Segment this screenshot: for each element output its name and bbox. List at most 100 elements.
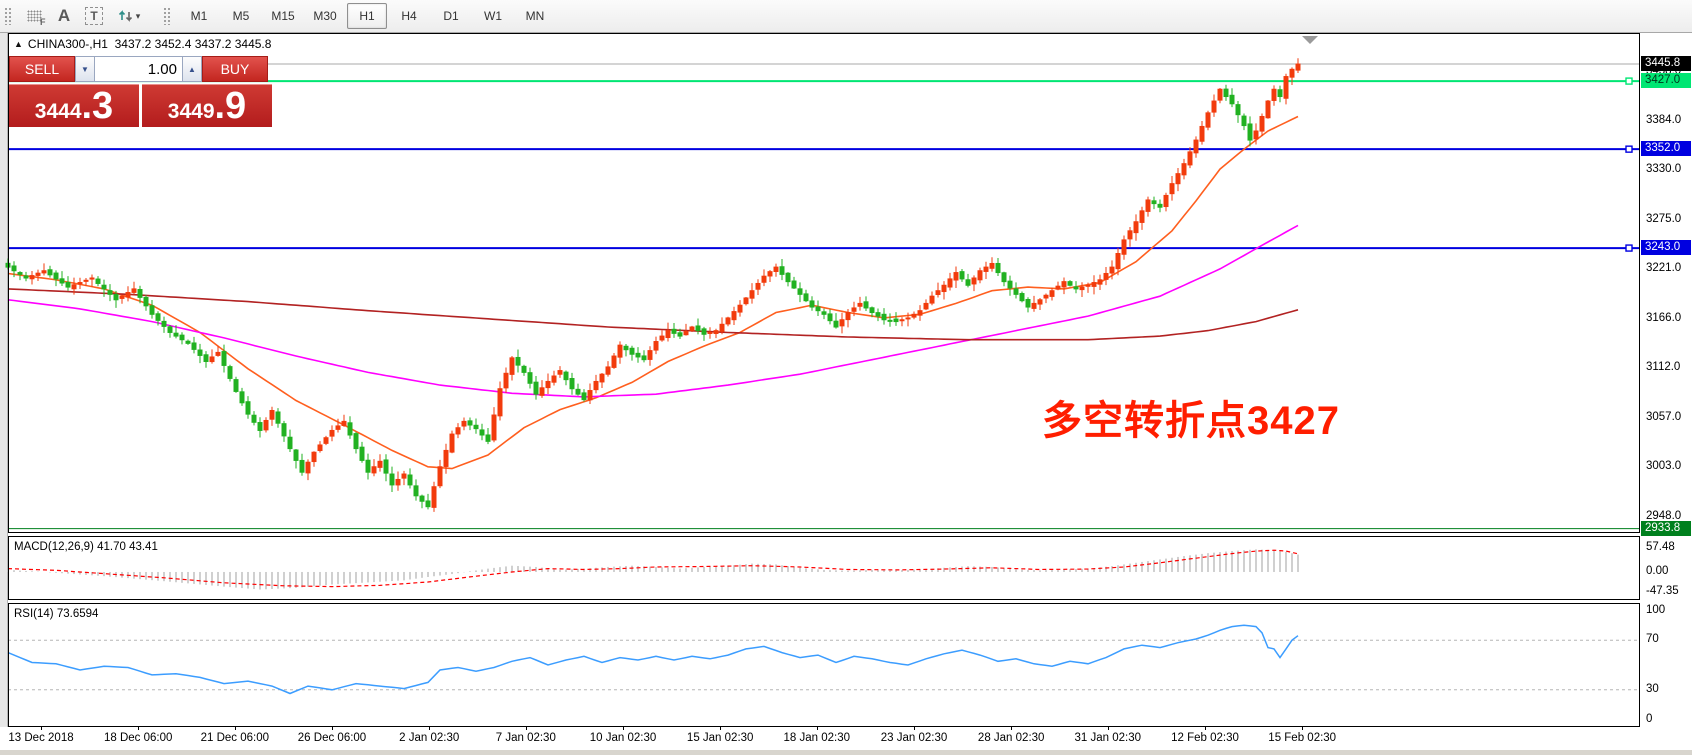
macd-tick-label: -47.35 [1646, 584, 1679, 597]
price-badge: 3243.0 [1641, 240, 1691, 256]
text-label-icon[interactable]: A [51, 4, 77, 28]
timeframe-d1[interactable]: D1 [443, 9, 459, 23]
macd-tick-label: 0.00 [1646, 564, 1669, 577]
date-axis[interactable]: 13 Dec 2018 18 Dec 06:00 21 Dec 06:00 26 De… [0, 727, 1692, 750]
timeframe-h1[interactable]: H1 [347, 3, 387, 29]
volume-input[interactable] [95, 56, 182, 82]
slow-ma-line[interactable] [7, 288, 1299, 341]
sell-button[interactable]: SELL [9, 56, 75, 82]
line-edge-marker [1686, 77, 1691, 86]
window-bottom-edge [0, 750, 1692, 755]
price-badge: 2933.8 [1641, 520, 1691, 536]
timeframe-h4[interactable]: H4 [401, 9, 417, 23]
date-tick-mark [525, 727, 527, 730]
timeframe-m30[interactable]: M30 [313, 9, 337, 23]
toolbar-grip[interactable] [4, 7, 13, 25]
price-tick-label: 3057.0 [1646, 410, 1682, 423]
buy-price-box[interactable]: 3449.9 [142, 84, 272, 127]
sell-price-box[interactable]: 3444.3 [9, 84, 139, 127]
rsi-tick-label: 30 [1646, 682, 1659, 695]
rsi-canvas[interactable] [0, 603, 1692, 727]
date-tick-mark [914, 727, 915, 730]
chart-annotation-text[interactable]: 多空转折点3427 [1042, 399, 1340, 443]
trade-controls-row: SELL ▼ ▲ BUY [9, 56, 272, 82]
letter-t-glyph: T [85, 7, 103, 25]
medium-ma-line[interactable] [7, 224, 1299, 398]
date-tick-mark [1205, 727, 1206, 730]
price-badge: 3352.0 [1641, 141, 1691, 157]
date-tick-label: 10 Jan 02:30 [589, 732, 657, 744]
timeframe-w1[interactable]: W1 [484, 9, 502, 23]
buy-price-fraction: .9 [214, 85, 247, 127]
chart-title: ▲ CHINA300-,H1 3437.2 3452.4 3437.2 3445.… [14, 37, 271, 51]
text-box-icon[interactable]: T [81, 4, 107, 28]
rsi-tick-label: 100 [1646, 604, 1666, 616]
macd-name: MACD(12,26,9) [14, 541, 94, 553]
letter-a-glyph: A [57, 6, 71, 25]
date-tick-mark [720, 727, 722, 730]
date-tick-label: 23 Jan 02:30 [880, 732, 948, 744]
symbol-timeframe: CHINA300-,H1 [27, 37, 108, 51]
timeframe-m5[interactable]: M5 [232, 9, 250, 23]
sell-price-fraction: .3 [81, 85, 114, 127]
date-tick-mark [41, 727, 42, 730]
timeframe-m15[interactable]: M15 [271, 9, 295, 23]
sell-price-main: 3444 [34, 100, 82, 123]
timeframe-m1[interactable]: M1 [190, 9, 208, 23]
macd-tick-label: 57.48 [1646, 540, 1675, 553]
top-toolbar: F A T ▾ M1 M5 M15 M30 H1 H4 D1 W1 MN [0, 0, 1692, 33]
main-chart-canvas[interactable] [0, 33, 1692, 533]
price-tick-label: 3166.0 [1646, 311, 1682, 324]
date-tick-label: 13 Dec 2018 [8, 732, 74, 744]
buy-price-main: 3449 [167, 100, 215, 123]
rsi-line [7, 624, 1299, 695]
rsi-plot-border [8, 603, 1640, 727]
date-tick-label: 15 Jan 02:30 [686, 732, 754, 744]
price-tick-label: 3384.0 [1646, 114, 1682, 127]
date-tick-label: 21 Dec 06:00 [200, 732, 270, 744]
ohlc-values: 3437.2 3452.4 3437.2 3445.8 [114, 37, 272, 51]
rsi-label: RSI(14) 73.6594 [14, 608, 98, 620]
date-tick-label: 15 Feb 02:30 [1268, 732, 1337, 744]
left-gutter [0, 33, 8, 750]
price-tick-label: 3112.0 [1646, 360, 1681, 373]
grid-f-letter: F [40, 17, 46, 27]
buy-button[interactable]: BUY [202, 56, 268, 82]
volume-decrease-button[interactable]: ▼ [75, 56, 95, 82]
macd-canvas[interactable] [0, 536, 1692, 600]
rsi-panel[interactable] [0, 603, 1692, 727]
line-edge-marker [1686, 145, 1691, 154]
price-tick-label: 3275.0 [1646, 213, 1682, 226]
line-handle[interactable] [1625, 145, 1633, 153]
date-tick-mark [234, 727, 236, 730]
candlestick-series[interactable] [5, 58, 1301, 512]
date-tick-mark [332, 727, 333, 730]
timeframe-mn[interactable]: MN [525, 9, 545, 23]
toolbar-grip-2[interactable] [163, 7, 172, 25]
current-price-badge: 3445.8 [1641, 56, 1691, 72]
line-edge-marker [1686, 244, 1691, 253]
last-bar-marker-icon [1302, 36, 1318, 44]
arrange-arrows-icon[interactable]: ▾ [111, 4, 147, 28]
macd-histogram [7, 549, 1299, 590]
dropdown-caret-icon[interactable]: ▾ [135, 10, 141, 21]
date-tick-label: 18 Dec 06:00 [103, 732, 173, 744]
macd-label: MACD(12,26,9) 41.70 43.41 [14, 541, 158, 553]
rsi-tick-label: 70 [1646, 633, 1659, 646]
macd-signal-line [7, 549, 1299, 588]
date-tick-label: 12 Feb 02:30 [1171, 732, 1239, 744]
chart-background [8, 33, 1692, 750]
expert-grid-f-icon[interactable]: F [21, 4, 47, 28]
line-handle[interactable] [1625, 77, 1633, 85]
price-tick-label: 3003.0 [1646, 459, 1682, 472]
rsi-name: RSI(14) [14, 608, 54, 620]
grid-glyph: F [26, 10, 46, 27]
macd-panel[interactable] [0, 536, 1692, 600]
price-tick-label: 3330.0 [1646, 163, 1682, 176]
main-chart-panel[interactable] [0, 33, 1692, 533]
arrows-glyph [118, 10, 132, 22]
line-handle[interactable] [1625, 244, 1633, 252]
fast-ma-line[interactable] [7, 115, 1299, 470]
main-plot-border [8, 33, 1640, 533]
volume-increase-button[interactable]: ▲ [182, 56, 202, 82]
